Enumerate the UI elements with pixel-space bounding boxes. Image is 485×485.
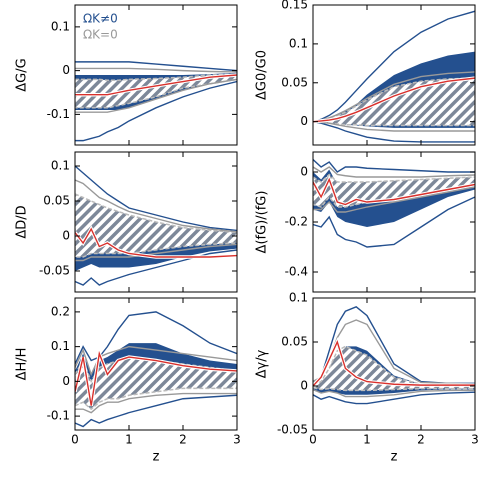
line: [313, 158, 475, 173]
line: [313, 388, 475, 398]
line: [313, 391, 475, 405]
line: [313, 120, 475, 132]
y-tick-label: -0.1: [47, 409, 70, 423]
panel: -0.4 -0.2 0 Δ(fG)/(fG): [255, 151, 476, 293]
x-tick-label: 2: [417, 433, 425, 447]
y-tick-label: 0.2: [51, 304, 70, 318]
legend-label: ΩK=0: [83, 28, 118, 42]
legend-label: ΩK≠0: [83, 12, 118, 26]
x-axis-label: z: [391, 450, 398, 465]
axes-frame: [74, 297, 238, 431]
y-tick-label: 0.1: [289, 291, 308, 305]
x-tick-label: 0: [309, 433, 317, 447]
y-tick-label: 0: [62, 374, 70, 388]
y-tick-label: 0: [62, 229, 70, 243]
y-axis-label: Δ(fG)/(fG): [255, 191, 270, 254]
y-tick-label: 0.1: [289, 36, 308, 50]
y-tick-label: 0.1: [51, 159, 70, 173]
line: [75, 80, 237, 142]
axes-frame: [312, 297, 476, 431]
y-tick-label: 0.1: [51, 19, 70, 33]
axes-frame: [74, 4, 238, 146]
axes-frame: [74, 151, 238, 293]
y-axis-label: ΔG0/G0: [255, 50, 270, 100]
plot-area: [313, 305, 475, 405]
y-tick-label: 0: [300, 379, 308, 393]
y-axis-label: Δγ/γ: [255, 349, 270, 378]
line: [75, 394, 237, 428]
axes-frame: [312, 4, 476, 146]
x-tick-label: 3: [471, 433, 479, 447]
line: [313, 10, 475, 123]
y-tick-label: -0.05: [277, 423, 308, 437]
y-tick-label: -0.2: [285, 215, 308, 229]
y-axis-label: ΔD/D: [15, 205, 30, 238]
line: [75, 165, 237, 232]
y-tick-label: 0.05: [43, 194, 70, 208]
panel: 0 0.05 0.1 0.15 ΔG0/G0: [255, 0, 476, 146]
line: [313, 71, 475, 123]
y-tick-label: 0: [62, 63, 70, 77]
line: [313, 177, 475, 206]
line: [313, 166, 475, 178]
x-tick-label: 1: [125, 433, 133, 447]
line: [313, 196, 475, 248]
y-tick-label: 0: [300, 114, 308, 128]
y-tick-label: 0: [300, 165, 308, 179]
line: [75, 227, 237, 258]
y-tick-label: 0.05: [281, 335, 308, 349]
plot-area: [75, 311, 237, 428]
y-tick-label: -0.05: [39, 264, 70, 278]
line: [75, 78, 237, 113]
x-tick-label: 3: [233, 433, 241, 447]
y-tick-label: -0.1: [47, 107, 70, 121]
y-tick-label: 0.05: [281, 75, 308, 89]
y-axis-label: ΔH/H: [15, 348, 30, 381]
y-tick-label: -0.4: [285, 265, 308, 279]
panel: -0.100.10.20 1 2 3ΔH/Hz: [15, 297, 241, 465]
line: [75, 350, 237, 406]
line: [75, 345, 237, 377]
x-tick-label: 2: [179, 433, 187, 447]
line: [313, 340, 475, 387]
panel: -0.05 0 0.05 0.1 ΔD/D: [15, 151, 238, 293]
plot-area: [313, 10, 475, 143]
line: [75, 61, 237, 72]
line: [313, 120, 475, 143]
x-tick-label: 0: [71, 433, 79, 447]
plot-area: [313, 158, 475, 248]
hatched-band: [313, 345, 475, 392]
line: [75, 243, 237, 262]
panel: -0.1 0 0.1 ΔG/G ΩK≠0 ΩK=0: [15, 4, 238, 146]
x-tick-label: 1: [363, 433, 371, 447]
line: [75, 392, 237, 414]
plot-area: [75, 165, 237, 286]
line: [75, 67, 237, 73]
line: [75, 311, 237, 365]
line: [313, 77, 475, 123]
y-axis-label: ΔG/G: [15, 58, 30, 91]
y-tick-label: 0.15: [281, 0, 308, 12]
hatched-band: [75, 193, 237, 258]
y-tick-label: 0.1: [51, 339, 70, 353]
line: [75, 74, 237, 96]
x-axis-label: z: [153, 450, 160, 465]
plot-area: [75, 61, 237, 142]
hatched-band: [75, 73, 237, 109]
line: [75, 179, 237, 233]
line: [313, 186, 475, 213]
